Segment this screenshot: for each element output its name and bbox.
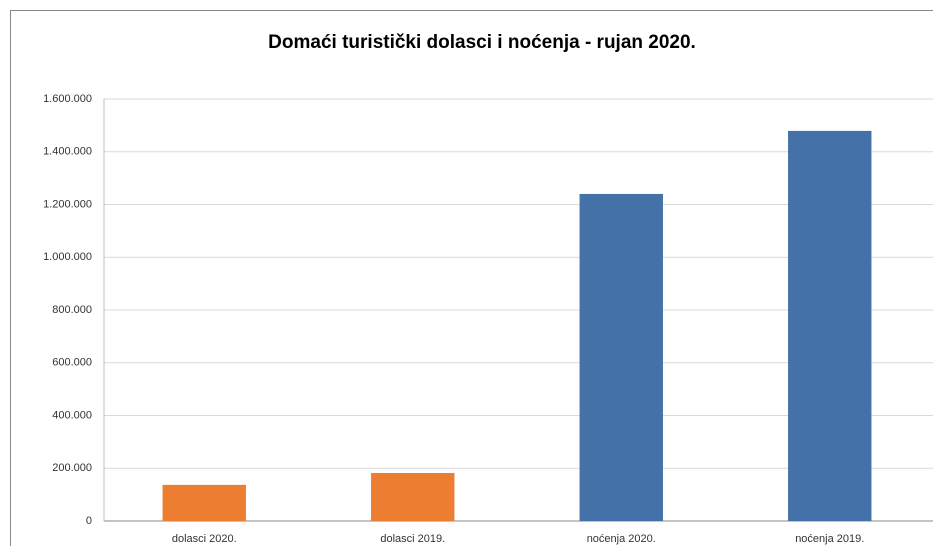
- y-tick-label: 0: [86, 515, 92, 527]
- x-tick-label: dolasci 2020.: [172, 533, 237, 545]
- y-tick-label: 200.000: [52, 462, 92, 474]
- y-tick-label: 1.000.000: [43, 251, 92, 263]
- x-tick-label: noćenja 2020.: [587, 533, 656, 545]
- chart-frame: [10, 10, 933, 546]
- chart-title: Domaći turistički dolasci i noćenja - ru…: [268, 32, 696, 53]
- y-tick-label: 600.000: [52, 357, 92, 369]
- y-tick-label: 800.000: [52, 304, 92, 316]
- bar: [788, 130, 872, 521]
- bar: [371, 472, 455, 521]
- bar: [162, 484, 246, 521]
- y-tick-label: 1.400.000: [43, 146, 92, 158]
- bar: [579, 193, 663, 521]
- x-tick-label: noćenja 2019.: [795, 533, 864, 545]
- y-tick-label: 1.200.000: [43, 198, 92, 210]
- x-tick-label: dolasci 2019.: [380, 533, 445, 545]
- y-tick-label: 1.600.000: [43, 93, 92, 105]
- y-tick-label: 400.000: [52, 409, 92, 421]
